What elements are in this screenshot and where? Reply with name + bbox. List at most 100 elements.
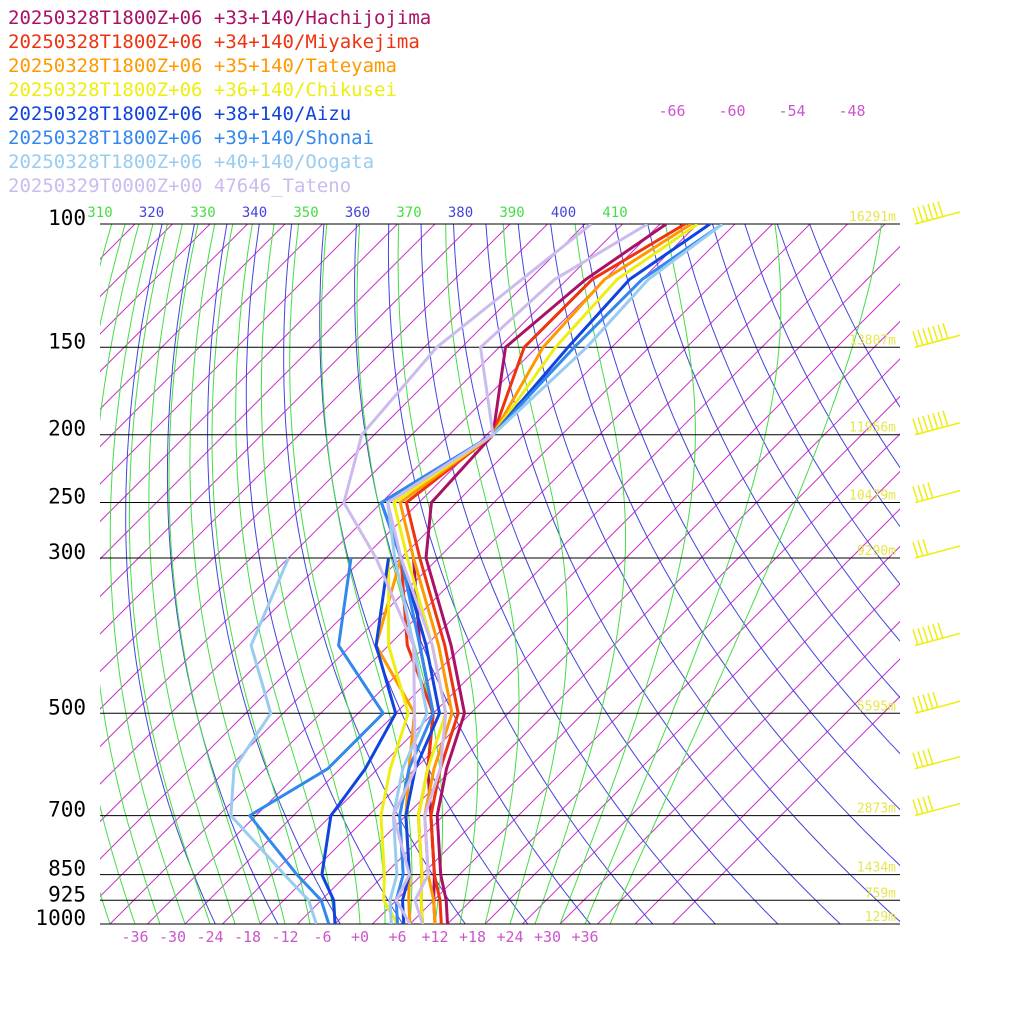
wind-barb-flag (917, 417, 924, 434)
height-label: 1434m (857, 861, 896, 876)
moist-adiabat-line (148, 224, 236, 924)
x-tick-label: -36 (121, 928, 148, 946)
dewpoint-profile (379, 557, 410, 924)
isotherm-line (100, 224, 398, 523)
wind-barb-flag (917, 627, 924, 645)
theta-labels: 310 320 330 340 350 360 370 380 390 400 410 (87, 205, 627, 221)
wind-barb-flag (927, 795, 934, 812)
dry-adiabat-line (125, 224, 216, 924)
wind-barb-flag (917, 540, 924, 557)
wind-barb-flag (927, 693, 934, 710)
wind-barb-flag (937, 411, 944, 429)
pressure-label: 700 (48, 798, 86, 822)
wind-barb-flag (917, 485, 924, 502)
isotherm-label: -66 (658, 102, 685, 120)
theta-label: 340 (242, 205, 267, 221)
x-tick-label: -12 (271, 928, 298, 946)
pressure-label: 300 (48, 540, 86, 564)
isotherm-line (409, 433, 900, 924)
pressure-label: 150 (48, 329, 86, 353)
isotherm-line (100, 224, 173, 298)
wind-barb-flag (922, 205, 929, 222)
wind-barb-flag (912, 418, 919, 435)
isotherm-line (100, 224, 436, 560)
x-tick-label: +36 (571, 928, 598, 946)
height-label: 16291m (849, 210, 896, 225)
pressure-label: 200 (48, 417, 86, 441)
height-label: 129m (865, 910, 896, 925)
wind-barb-flag (922, 483, 929, 501)
dry-adiabat-line (679, 224, 900, 642)
x-tick-label: -6 (313, 928, 331, 946)
isotherm-line (100, 224, 623, 748)
height-label: 2873m (857, 802, 896, 817)
height-label: 11956m (849, 421, 896, 436)
isotherm-line (100, 224, 586, 710)
dry-adiabat-line (517, 224, 900, 923)
dry-adiabat-line (387, 224, 654, 924)
wind-barb-flag (912, 541, 919, 559)
isotherm-line (297, 320, 900, 924)
legend-entry: 20250328T1800Z+06 +34+140/Miyakejima (8, 31, 420, 53)
isotherm-line (447, 470, 900, 924)
moist-adiabat-line (100, 224, 161, 924)
height-label: 10479m (849, 489, 896, 504)
isotherm-line (100, 224, 548, 673)
theta-label: 310 (87, 205, 112, 221)
x-tick-label: +30 (534, 928, 561, 946)
wind-barb-flag (922, 328, 929, 345)
dry-adiabat-line (582, 224, 900, 811)
dewpoint-profile (342, 224, 593, 924)
wind-barb-flag (927, 327, 934, 344)
isotherm-line (100, 224, 248, 373)
x-tick-label: +24 (496, 928, 523, 946)
dry-adiabat-line (245, 224, 404, 924)
wind-barb-flag (942, 410, 949, 427)
dewpoint-profile (374, 557, 416, 924)
moist-adiabat-line (289, 224, 386, 924)
wind-barb-flag (927, 625, 934, 642)
height-label: 9290m (857, 544, 896, 559)
wind-barb-flag (912, 697, 919, 714)
temperature-axis-labels: -36 -30 -24 -18 -12 -6 +0 +6 +12 +18 +24 +30 +36 (121, 928, 598, 946)
legend-entry: 20250328T1800Z+06 +36+140/Chikusei (8, 79, 397, 101)
wind-barbs (912, 201, 961, 817)
isotherm-line (334, 358, 900, 924)
isotherm-labels: -66 -60 -54 -48 (658, 102, 865, 120)
wind-barb-flag (912, 799, 919, 816)
isotherm-line (184, 224, 886, 924)
wind-barb-flag (917, 798, 924, 815)
isotherm-label: -48 (838, 102, 865, 120)
wind-barb-flag (932, 202, 939, 219)
theta-label: 400 (551, 205, 576, 221)
dry-adiabat-line (776, 224, 900, 469)
wind-barb-flag (917, 329, 924, 347)
temperature-profile (424, 224, 668, 924)
theta-label: 380 (448, 205, 473, 221)
legend-entry: 20250328T1800Z+06 +39+140/Shonai (8, 127, 374, 149)
dry-adiabat-lines (125, 224, 900, 924)
dry-adiabat-line (420, 224, 716, 924)
x-tick-label: +0 (351, 928, 369, 946)
moist-adiabat-line (534, 224, 626, 924)
isotherm-line (100, 224, 773, 898)
dewpoint-profile (229, 557, 318, 924)
theta-label: 360 (345, 205, 370, 221)
dewpoint-profile (248, 557, 385, 924)
dry-adiabat-line (712, 224, 900, 586)
temperature-profile (404, 224, 686, 924)
theta-label: 330 (190, 205, 215, 221)
isotherm-line (222, 245, 900, 924)
wind-barb-flag (922, 694, 929, 711)
temperature-profile (386, 224, 649, 924)
isotherm-label: -54 (778, 102, 805, 120)
height-labels: 16291m 13807m 11956m 10479m 9290m 5595m 2873m 1… (849, 210, 896, 925)
wind-barb-flag (932, 325, 939, 343)
wind-barb-flag (922, 626, 929, 643)
wind-barb-flag (937, 622, 944, 639)
dry-adiabat-line (485, 224, 841, 924)
wind-barb-flag (912, 752, 919, 769)
x-tick-label: -18 (234, 928, 261, 946)
isotherm-lines (100, 224, 900, 924)
